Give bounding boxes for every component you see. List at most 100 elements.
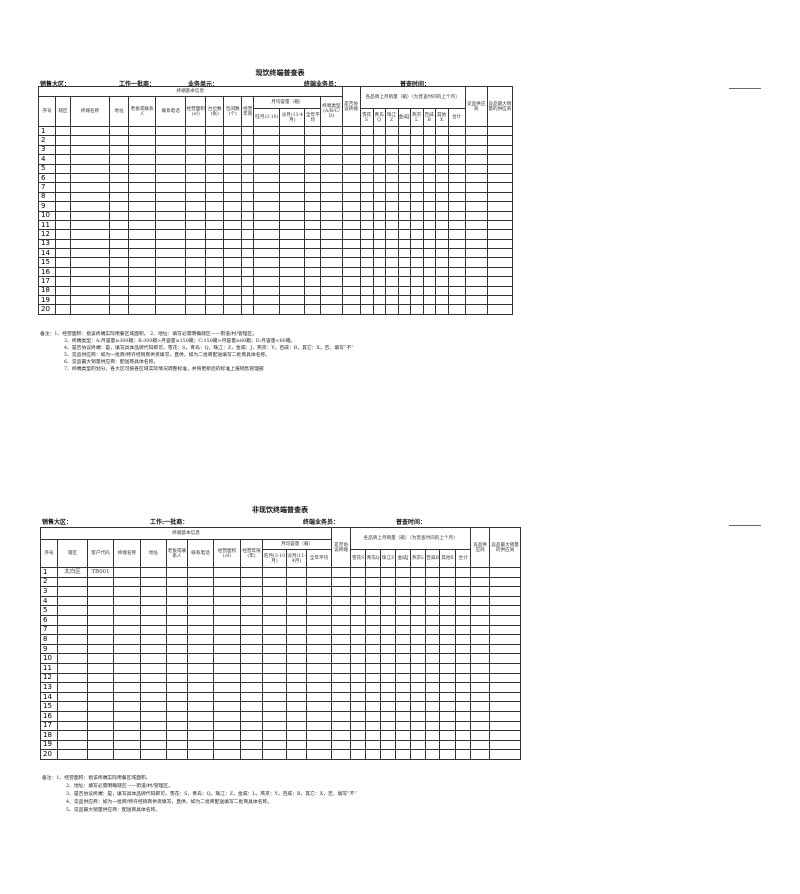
table-cell [422, 238, 436, 250]
table-cell [464, 266, 488, 278]
table-cell [439, 730, 457, 741]
row-number: 8 [37, 191, 57, 203]
table-cell [410, 643, 427, 655]
table-cell [55, 191, 72, 203]
table-cell [128, 276, 157, 287]
table-cell [304, 135, 322, 146]
note-line: 4、竞品供应商：如为一批商/特许经销商供货填写，直供，如为二批商配送填写二批商具… [66, 800, 273, 805]
table-cell [57, 730, 88, 741]
form2-group-brand: 各品牌上月销量（箱）（为普查时间的上个月） [350, 527, 472, 550]
table-cell [464, 210, 488, 221]
row-number: 14 [40, 691, 58, 703]
row-number: 6 [37, 172, 57, 184]
table-cell [410, 701, 427, 712]
row-number: 6 [40, 614, 58, 626]
row-number: 17 [40, 720, 58, 732]
table-cell [223, 201, 243, 212]
row-number: 2 [37, 135, 57, 146]
table-cell [425, 567, 441, 578]
table-cell [109, 144, 130, 156]
table-cell [439, 576, 457, 588]
table-cell [470, 614, 491, 626]
table-cell [113, 720, 141, 732]
form1-col-13: 终端类型(A/B/C/D) [320, 96, 343, 127]
table-cell [470, 653, 491, 664]
table-cell [55, 172, 72, 184]
table-cell [205, 238, 225, 250]
table-cell [380, 624, 397, 636]
table-cell [409, 238, 424, 250]
table-cell [365, 605, 382, 616]
table-cell [166, 653, 188, 664]
table-cell [140, 634, 167, 645]
table-cell [455, 720, 472, 732]
table-cell [365, 567, 382, 578]
table-cell [240, 624, 263, 636]
table-cell [240, 691, 263, 703]
table-row: 9 [40, 643, 522, 655]
table-cell [155, 144, 187, 156]
note-line: 2、地址：填写必需明确辖区——街道/村/管理区。 [66, 784, 174, 789]
table-cell [109, 266, 130, 278]
table-cell [409, 304, 424, 315]
table-cell [240, 730, 263, 741]
table-cell [341, 304, 361, 315]
table-cell [128, 172, 157, 184]
table-cell [109, 276, 130, 287]
table-cell [350, 634, 367, 645]
table-cell [425, 730, 441, 741]
table-cell [187, 730, 214, 741]
table-cell [185, 154, 207, 165]
table-cell [305, 643, 333, 655]
table-cell [305, 701, 333, 712]
row-number: 11 [40, 662, 58, 674]
table-cell [395, 643, 412, 655]
table-cell [365, 643, 382, 655]
table-cell [320, 276, 343, 287]
table-cell [262, 643, 287, 655]
table-cell [87, 576, 114, 588]
table-cell [262, 586, 287, 597]
table-cell [55, 163, 72, 174]
table-cell [455, 634, 472, 645]
table-cell [262, 710, 287, 722]
table-cell [439, 691, 457, 703]
table-cell [425, 595, 441, 607]
table-cell [455, 567, 472, 578]
form1-group-brand: 各品牌上月销量（箱）（为普查时间的上个月） [359, 86, 466, 109]
table-cell [422, 210, 436, 221]
table-cell [350, 576, 367, 588]
table-cell [253, 238, 281, 250]
table-cell [187, 710, 214, 722]
table-cell [489, 710, 522, 722]
table-row: 15 [37, 257, 514, 268]
table-cell [279, 144, 306, 156]
table-cell [470, 739, 491, 751]
table-cell [55, 304, 72, 315]
table-cell [397, 304, 411, 315]
table-cell [486, 229, 514, 240]
table-cell [304, 229, 322, 240]
table-cell [223, 210, 243, 221]
table-cell [486, 172, 514, 184]
table-cell [187, 567, 214, 578]
table-cell [372, 201, 386, 212]
table-cell [395, 653, 412, 664]
table-cell [425, 643, 441, 655]
table-cell [384, 163, 399, 174]
table-cell [187, 672, 214, 684]
table-cell [166, 701, 188, 712]
table-cell [372, 285, 386, 297]
table-cell [128, 210, 157, 221]
table-cell [350, 672, 367, 684]
table-cell [359, 295, 374, 306]
row-number: 15 [37, 257, 57, 268]
form1-col-5: 联系电话 [155, 96, 187, 127]
table-cell [365, 624, 382, 636]
table-cell [422, 276, 436, 287]
table-cell [57, 720, 88, 732]
table-cell [304, 210, 322, 221]
table-cell [464, 304, 488, 315]
table-cell [422, 154, 436, 165]
table-cell [57, 701, 88, 712]
